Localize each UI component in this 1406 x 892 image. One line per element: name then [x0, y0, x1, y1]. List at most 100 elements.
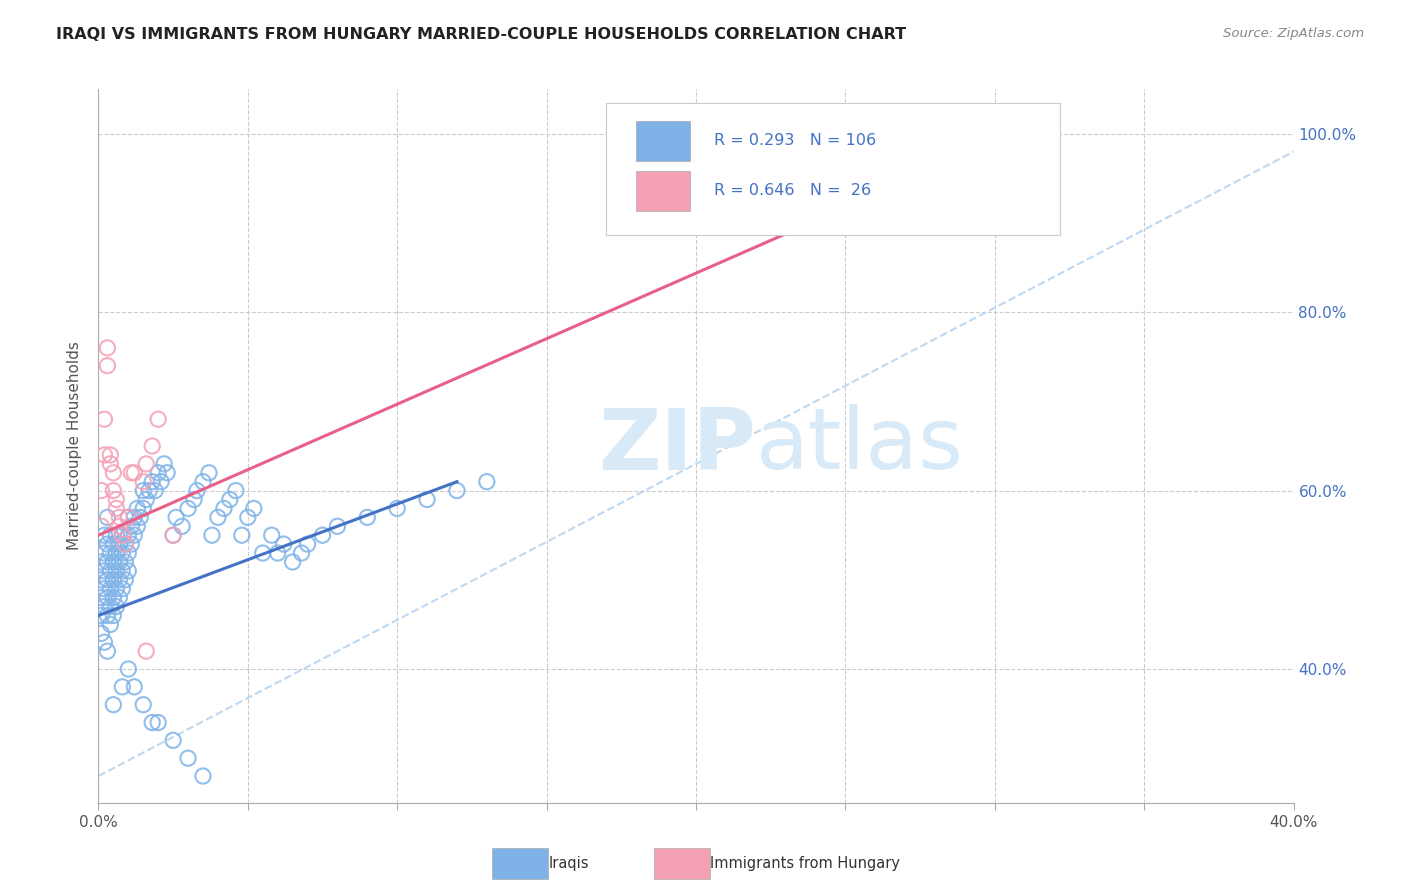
- Point: [127, 501, 149, 516]
- Point: [96, 359, 118, 373]
- Point: [243, 501, 266, 516]
- Point: [191, 475, 214, 489]
- Text: Iraqis: Iraqis: [548, 856, 589, 871]
- Y-axis label: Married-couple Households: Married-couple Households: [67, 342, 83, 550]
- Point: [153, 457, 176, 471]
- Point: [117, 510, 139, 524]
- Point: [90, 519, 112, 533]
- Point: [105, 501, 128, 516]
- Point: [132, 698, 155, 712]
- Point: [108, 510, 131, 524]
- Text: atlas: atlas: [756, 404, 963, 488]
- Point: [177, 501, 200, 516]
- Point: [111, 680, 134, 694]
- Point: [117, 662, 139, 676]
- Point: [475, 475, 498, 489]
- Point: [100, 528, 122, 542]
- Point: [124, 680, 146, 694]
- Point: [96, 341, 118, 355]
- Point: [103, 608, 125, 623]
- Point: [96, 608, 118, 623]
- Point: [100, 457, 122, 471]
- Point: [132, 501, 155, 516]
- Point: [129, 510, 152, 524]
- Point: [162, 733, 184, 747]
- Point: [162, 528, 184, 542]
- Point: [267, 546, 290, 560]
- Point: [135, 492, 157, 507]
- Point: [96, 591, 118, 605]
- Text: R = 0.293   N = 106: R = 0.293 N = 106: [714, 134, 876, 148]
- Point: [100, 582, 122, 596]
- Point: [114, 555, 136, 569]
- FancyBboxPatch shape: [606, 103, 1060, 235]
- Text: R = 0.646   N =  26: R = 0.646 N = 26: [714, 184, 872, 198]
- Point: [260, 528, 283, 542]
- Point: [111, 528, 134, 542]
- Point: [148, 466, 170, 480]
- Point: [100, 546, 122, 560]
- Point: [103, 466, 125, 480]
- Point: [105, 564, 128, 578]
- Point: [998, 162, 1021, 177]
- Point: [117, 510, 139, 524]
- Point: [311, 528, 333, 542]
- Point: [127, 519, 149, 533]
- Point: [416, 492, 439, 507]
- Point: [326, 519, 349, 533]
- Point: [90, 555, 112, 569]
- Point: [186, 483, 208, 498]
- Text: Source: ZipAtlas.com: Source: ZipAtlas.com: [1223, 27, 1364, 40]
- Point: [111, 546, 134, 560]
- Point: [446, 483, 468, 498]
- Point: [183, 492, 205, 507]
- Text: IRAQI VS IMMIGRANTS FROM HUNGARY MARRIED-COUPLE HOUSEHOLDS CORRELATION CHART: IRAQI VS IMMIGRANTS FROM HUNGARY MARRIED…: [56, 27, 907, 42]
- Point: [93, 546, 115, 560]
- Point: [90, 608, 112, 623]
- Point: [100, 448, 122, 462]
- Point: [114, 537, 136, 551]
- Point: [90, 626, 112, 640]
- Point: [96, 573, 118, 587]
- Point: [93, 635, 115, 649]
- Point: [201, 528, 224, 542]
- Point: [96, 555, 118, 569]
- Point: [100, 617, 122, 632]
- Point: [90, 591, 112, 605]
- Point: [297, 537, 319, 551]
- Point: [252, 546, 274, 560]
- Point: [132, 483, 155, 498]
- Point: [165, 510, 187, 524]
- Point: [150, 475, 173, 489]
- Point: [124, 528, 146, 542]
- Point: [135, 644, 157, 658]
- Point: [111, 582, 134, 596]
- Point: [132, 475, 155, 489]
- Point: [120, 519, 142, 533]
- Point: [100, 599, 122, 614]
- Point: [105, 599, 128, 614]
- Point: [138, 483, 160, 498]
- Point: [225, 483, 247, 498]
- Point: [177, 751, 200, 765]
- Point: [291, 546, 314, 560]
- Point: [141, 715, 163, 730]
- Bar: [637, 121, 690, 161]
- Point: [111, 564, 134, 578]
- Point: [236, 510, 259, 524]
- Point: [114, 537, 136, 551]
- Point: [114, 573, 136, 587]
- Point: [96, 644, 118, 658]
- Point: [108, 537, 131, 551]
- Point: [124, 510, 146, 524]
- Point: [100, 564, 122, 578]
- Point: [103, 483, 125, 498]
- Point: [96, 537, 118, 551]
- Point: [103, 573, 125, 587]
- Point: [108, 555, 131, 569]
- Point: [117, 528, 139, 542]
- Point: [212, 501, 235, 516]
- Point: [93, 528, 115, 542]
- Point: [281, 555, 304, 569]
- Point: [93, 448, 115, 462]
